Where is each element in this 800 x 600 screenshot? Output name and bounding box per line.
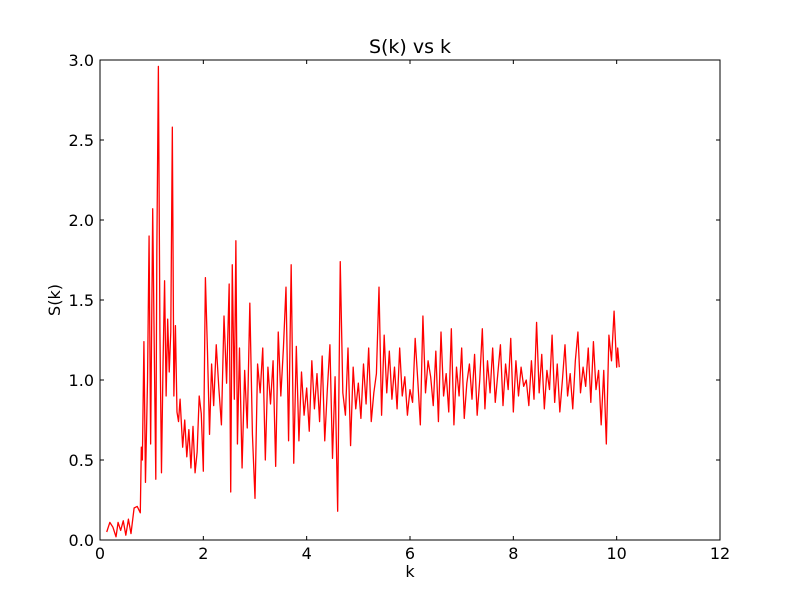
chart-title: S(k) vs k: [369, 36, 451, 58]
y-tick-label: 3.0: [69, 51, 94, 70]
y-tick-label: 1.5: [69, 291, 94, 310]
y-tick-label: 0.5: [69, 451, 94, 470]
y-tick-label: 2.0: [69, 211, 94, 230]
y-tick-label: 2.5: [69, 131, 94, 150]
x-tick-label: 4: [302, 544, 312, 563]
y-tick-label: 1.0: [69, 371, 94, 390]
plot-frame: [100, 60, 720, 540]
plot-area: [100, 60, 720, 540]
x-tick-label: 2: [198, 544, 208, 563]
x-tick-label: 12: [710, 544, 730, 563]
x-axis-label: k: [405, 562, 415, 581]
y-axis-label: S(k): [45, 284, 64, 316]
x-tick-label: 8: [508, 544, 518, 563]
x-tick-label: 0: [95, 544, 105, 563]
x-tick-label: 10: [606, 544, 626, 563]
y-tick-label: 0.0: [69, 531, 94, 550]
x-tick-label: 6: [405, 544, 415, 563]
